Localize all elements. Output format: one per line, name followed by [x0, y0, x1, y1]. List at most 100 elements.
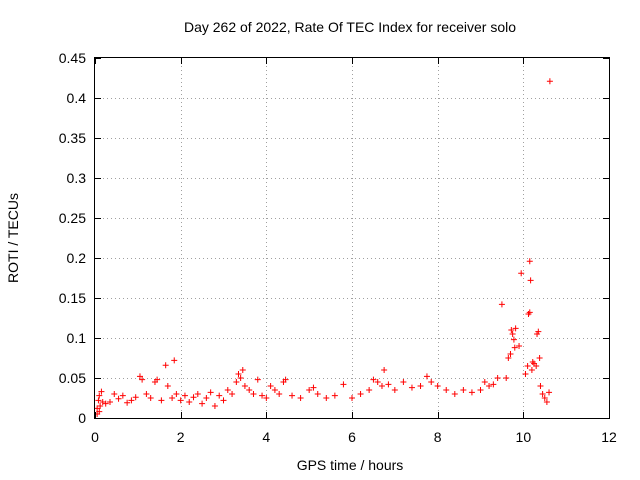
data-point [516, 343, 523, 349]
x-tick-label: 0 [91, 429, 99, 445]
data-point [306, 387, 313, 393]
data-point [102, 400, 109, 407]
data-point [490, 381, 497, 388]
data-point [235, 371, 242, 377]
data-point [494, 375, 501, 381]
data-point [203, 395, 210, 401]
data-point [233, 379, 240, 385]
data-point [143, 391, 150, 397]
y-tick-label: 0.05 [59, 370, 86, 386]
data-point [254, 376, 261, 383]
data-point [408, 384, 415, 391]
x-tick-label: 4 [262, 429, 270, 445]
data-point [164, 383, 171, 389]
data-point [481, 379, 488, 385]
data-point [171, 357, 178, 364]
data-point [417, 383, 424, 389]
chart-title: Day 262 of 2022, Rate Of TEC Index for r… [184, 19, 516, 35]
data-point [451, 391, 458, 397]
data-point [98, 388, 105, 395]
data-point [378, 383, 385, 389]
data-point [543, 399, 550, 405]
data-point [267, 383, 274, 389]
data-point [498, 301, 505, 308]
data-point [370, 376, 377, 383]
data-point [250, 391, 257, 397]
y-tick-label: 0.35 [59, 130, 86, 146]
x-tick-label: 10 [516, 429, 532, 445]
data-point [509, 331, 516, 337]
data-point [477, 387, 484, 393]
data-point [526, 258, 533, 265]
data-point [96, 392, 103, 399]
data-point [147, 395, 154, 401]
axis-ticks: 0 2 4 6 8 10 12 0 0.05 0.1 0.15 0.2 0.25 0.3 0.35 0.4 0.… [59, 50, 617, 445]
data-point [524, 363, 531, 369]
data-point [158, 397, 165, 404]
data-point [546, 389, 553, 396]
data-point [546, 78, 553, 85]
data-point [207, 389, 214, 396]
data-point [186, 399, 193, 405]
y-tick-label: 0.45 [59, 50, 86, 66]
data-point [357, 391, 364, 397]
data-point [181, 392, 188, 399]
data-point [381, 367, 388, 373]
data-point [434, 383, 441, 389]
data-point [271, 387, 278, 393]
data-point [297, 395, 304, 401]
data-point [443, 387, 450, 393]
data-point [177, 397, 184, 404]
data-point [511, 344, 518, 351]
data-point [503, 375, 510, 381]
data-point [423, 373, 430, 380]
data-point [366, 387, 373, 393]
data-point [289, 392, 296, 399]
data-point [400, 379, 407, 385]
data-point [106, 399, 113, 405]
data-point [537, 383, 544, 389]
data-point [539, 391, 546, 397]
data-point [510, 336, 517, 343]
data-point [528, 367, 535, 373]
data-point [190, 394, 197, 401]
data-point [507, 351, 514, 357]
data-point [276, 391, 283, 397]
data-point [263, 395, 270, 401]
data-point [216, 392, 223, 399]
data-point [518, 270, 525, 277]
x-tick-label: 6 [348, 429, 356, 445]
data-point [132, 394, 139, 401]
y-axis-label: ROTI / TECUs [5, 193, 21, 283]
y-tick-label: 0.2 [67, 250, 87, 266]
data-point [237, 375, 244, 381]
data-point [505, 355, 512, 361]
data-point [282, 376, 289, 383]
data-point [128, 397, 135, 404]
data-point [199, 400, 206, 407]
data-point [246, 387, 253, 393]
data-point [340, 381, 347, 388]
data-point [224, 387, 231, 393]
x-tick-label: 8 [434, 429, 442, 445]
data-points [94, 78, 553, 417]
y-tick-label: 0.25 [59, 210, 86, 226]
data-point [536, 355, 543, 361]
data-point [119, 392, 126, 399]
y-tick-label: 0.4 [67, 90, 87, 106]
data-point [229, 391, 236, 397]
x-axis-label: GPS time / hours [297, 457, 404, 473]
data-point [154, 376, 161, 383]
data-point [111, 391, 118, 397]
data-point [314, 391, 321, 397]
data-point [220, 397, 227, 404]
plot-frame [94, 57, 610, 419]
data-point [541, 395, 548, 401]
x-tick-label: 12 [601, 429, 617, 445]
data-point [522, 371, 529, 377]
data-point [526, 309, 533, 316]
x-tick-label: 2 [177, 429, 185, 445]
data-point [173, 391, 180, 397]
y-tick-label: 0.15 [59, 290, 86, 306]
data-point [512, 325, 519, 332]
